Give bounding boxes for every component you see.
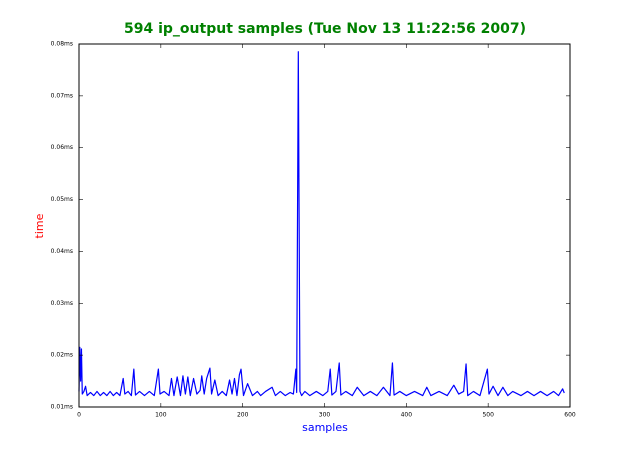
chart-title: 594 ip_output samples (Tue Nov 13 11:22:…: [124, 21, 526, 37]
y-tick-label: 0.07ms: [51, 92, 73, 99]
y-tick-label: 0.05ms: [51, 196, 73, 203]
x-tick-label: 600: [564, 412, 576, 419]
x-tick-label: 500: [482, 412, 494, 419]
x-tick-label: 0: [77, 412, 81, 419]
x-tick-label: 300: [319, 412, 331, 419]
y-tick-label: 0.01ms: [51, 404, 73, 411]
y-tick-label: 0.06ms: [51, 144, 73, 151]
y-tick-label: 0.08ms: [51, 41, 73, 48]
x-tick-label: 400: [401, 412, 413, 419]
x-axis-label: samples: [302, 421, 348, 434]
data-line: [78, 51, 565, 397]
x-tick-label: 100: [155, 412, 167, 419]
x-tick-label: 200: [237, 412, 249, 419]
plot-frame: [78, 43, 571, 408]
y-tick-label: 0.02ms: [51, 352, 73, 359]
y-axis-label: time: [33, 213, 46, 238]
y-tick-label: 0.03ms: [51, 300, 73, 307]
y-tick-label: 0.04ms: [51, 248, 73, 255]
